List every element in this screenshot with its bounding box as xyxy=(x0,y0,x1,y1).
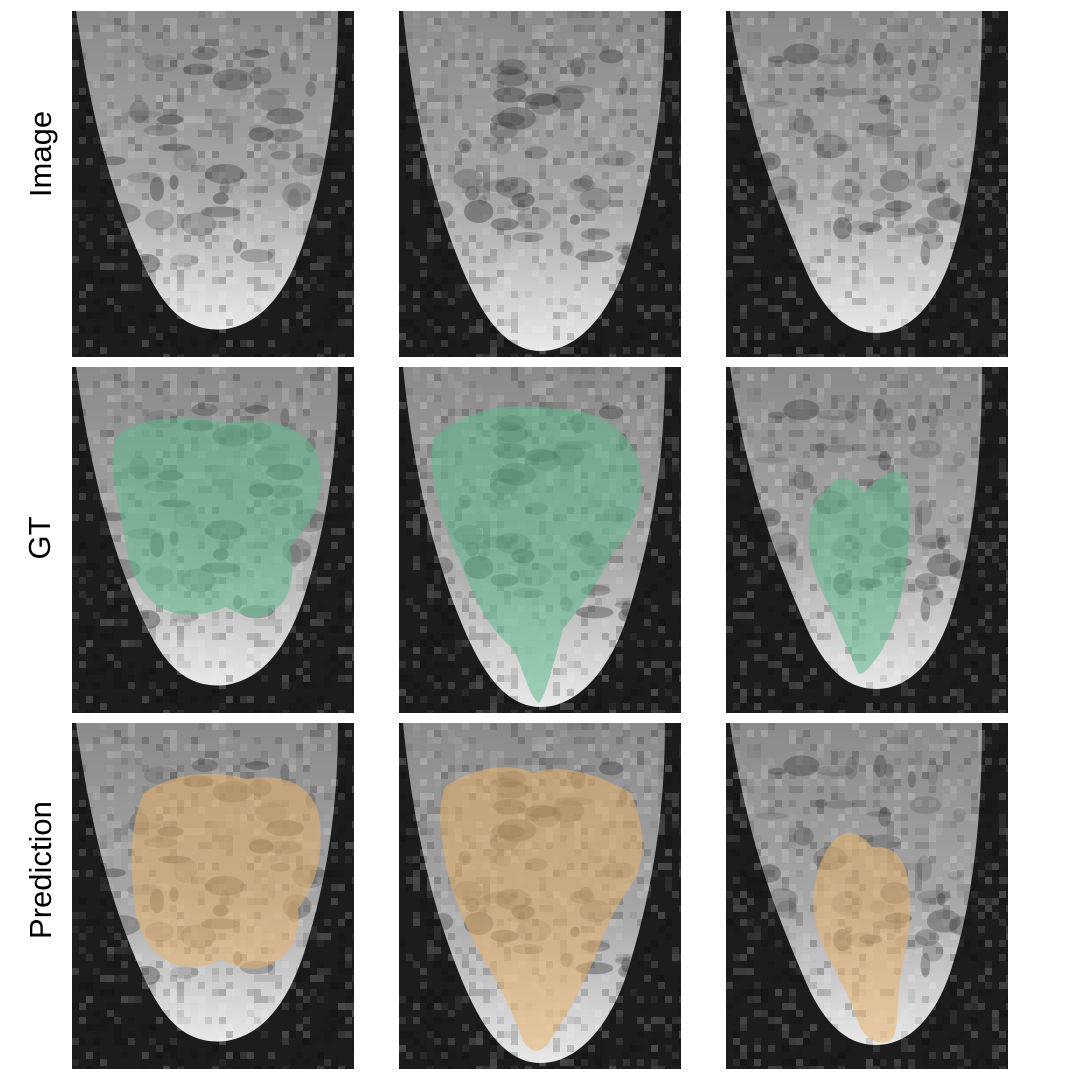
ground-truth-mask xyxy=(112,417,322,618)
noise-texture xyxy=(726,367,1008,713)
noise-texture xyxy=(726,11,1008,357)
tissue-spots xyxy=(754,42,979,266)
row-label-prediction: Prediction xyxy=(23,801,58,939)
organ-silhouette xyxy=(403,11,665,351)
ground-truth-mask xyxy=(808,472,910,674)
noise-texture xyxy=(399,11,681,357)
panel-image-image-case-3 xyxy=(726,11,1008,357)
panel-image-image-case-2 xyxy=(399,11,681,357)
prediction-mask xyxy=(813,833,911,1043)
tissue-spots xyxy=(433,49,654,266)
panel-image-case-1 xyxy=(72,11,354,357)
panel-gt-case-1 xyxy=(72,367,354,713)
panel-image-case-2 xyxy=(399,11,681,357)
panel-image-gt-case-2 xyxy=(399,367,681,713)
row-label-gt: GT xyxy=(22,516,57,560)
ground-truth-mask xyxy=(431,406,642,703)
organ-silhouette xyxy=(76,11,338,330)
organ-silhouette xyxy=(730,11,982,333)
panel-image-prediction-case-1 xyxy=(72,723,354,1069)
panel-prediction-case-1 xyxy=(72,723,354,1069)
panel-prediction-case-2 xyxy=(399,723,681,1069)
panel-image-case-3 xyxy=(726,11,1008,357)
prediction-mask xyxy=(440,767,643,1051)
row-label-image: Image xyxy=(23,110,58,198)
tissue-spots xyxy=(100,46,327,289)
panel-image-gt-case-3 xyxy=(726,367,1008,713)
panel-image-prediction-case-2 xyxy=(399,723,681,1069)
panel-image-prediction-case-3 xyxy=(726,723,1008,1069)
panel-image-image-case-1 xyxy=(72,11,354,357)
noise-texture xyxy=(72,11,354,357)
panel-gt-case-3 xyxy=(726,367,1008,713)
panel-prediction-case-3 xyxy=(726,723,1008,1069)
prediction-mask xyxy=(131,773,321,969)
panel-image-gt-case-1 xyxy=(72,367,354,713)
panel-gt-case-2 xyxy=(399,367,681,713)
